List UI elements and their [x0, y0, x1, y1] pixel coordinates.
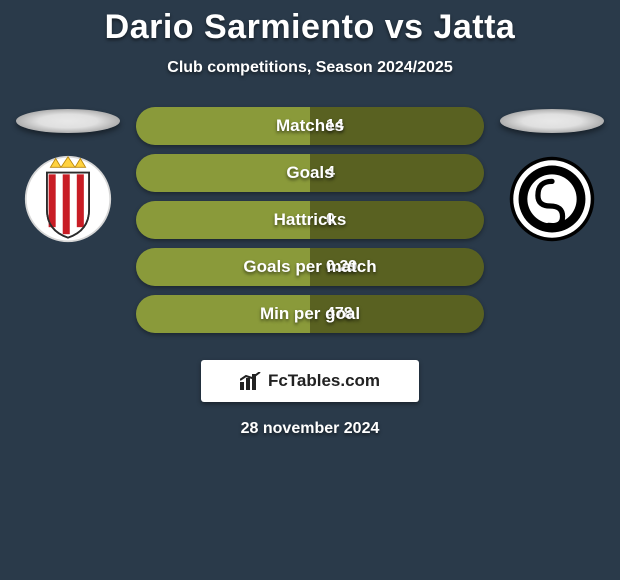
- footer-date: 28 november 2024: [0, 420, 620, 438]
- stat-row: 0Hattricks: [136, 201, 484, 239]
- player-photo-placeholder-left: [16, 109, 120, 133]
- crest-right-svg: [508, 155, 596, 243]
- subtitle: Club competitions, Season 2024/2025: [0, 59, 620, 77]
- player-photo-placeholder-right: [500, 109, 604, 133]
- crest-left-svg: [24, 155, 112, 243]
- stat-row: 0.29Goals per match: [136, 248, 484, 286]
- stat-right-value: 478: [310, 295, 484, 333]
- stat-right-value: 4: [310, 154, 484, 192]
- right-player-col: [492, 107, 612, 243]
- stat-left-value: [136, 107, 310, 145]
- stat-row: 478Min per goal: [136, 295, 484, 333]
- stat-left-value: [136, 295, 310, 333]
- bar-chart-icon: [240, 372, 262, 390]
- stats-column: 14Matches 4Goals 0Hattricks 0.29Goals per m…: [128, 107, 492, 342]
- brand-text: FcTables.com: [268, 371, 380, 391]
- sturm-graz-crest: [508, 155, 596, 243]
- stat-row: 4Goals: [136, 154, 484, 192]
- page-title: Dario Sarmiento vs Jatta: [0, 0, 620, 47]
- left-player-col: [8, 107, 128, 243]
- girona-crest: [24, 155, 112, 243]
- stat-left-value: [136, 154, 310, 192]
- comparison-card: Dario Sarmiento vs Jatta Club competitio…: [0, 0, 620, 580]
- stat-right-value: 0: [310, 201, 484, 239]
- stat-right-value: 14: [310, 107, 484, 145]
- stat-left-value: [136, 248, 310, 286]
- stat-row: 14Matches: [136, 107, 484, 145]
- stat-right-value: 0.29: [310, 248, 484, 286]
- brand-badge[interactable]: FcTables.com: [201, 360, 419, 402]
- stat-left-value: [136, 201, 310, 239]
- columns: 14Matches 4Goals 0Hattricks 0.29Goals per m…: [0, 107, 620, 342]
